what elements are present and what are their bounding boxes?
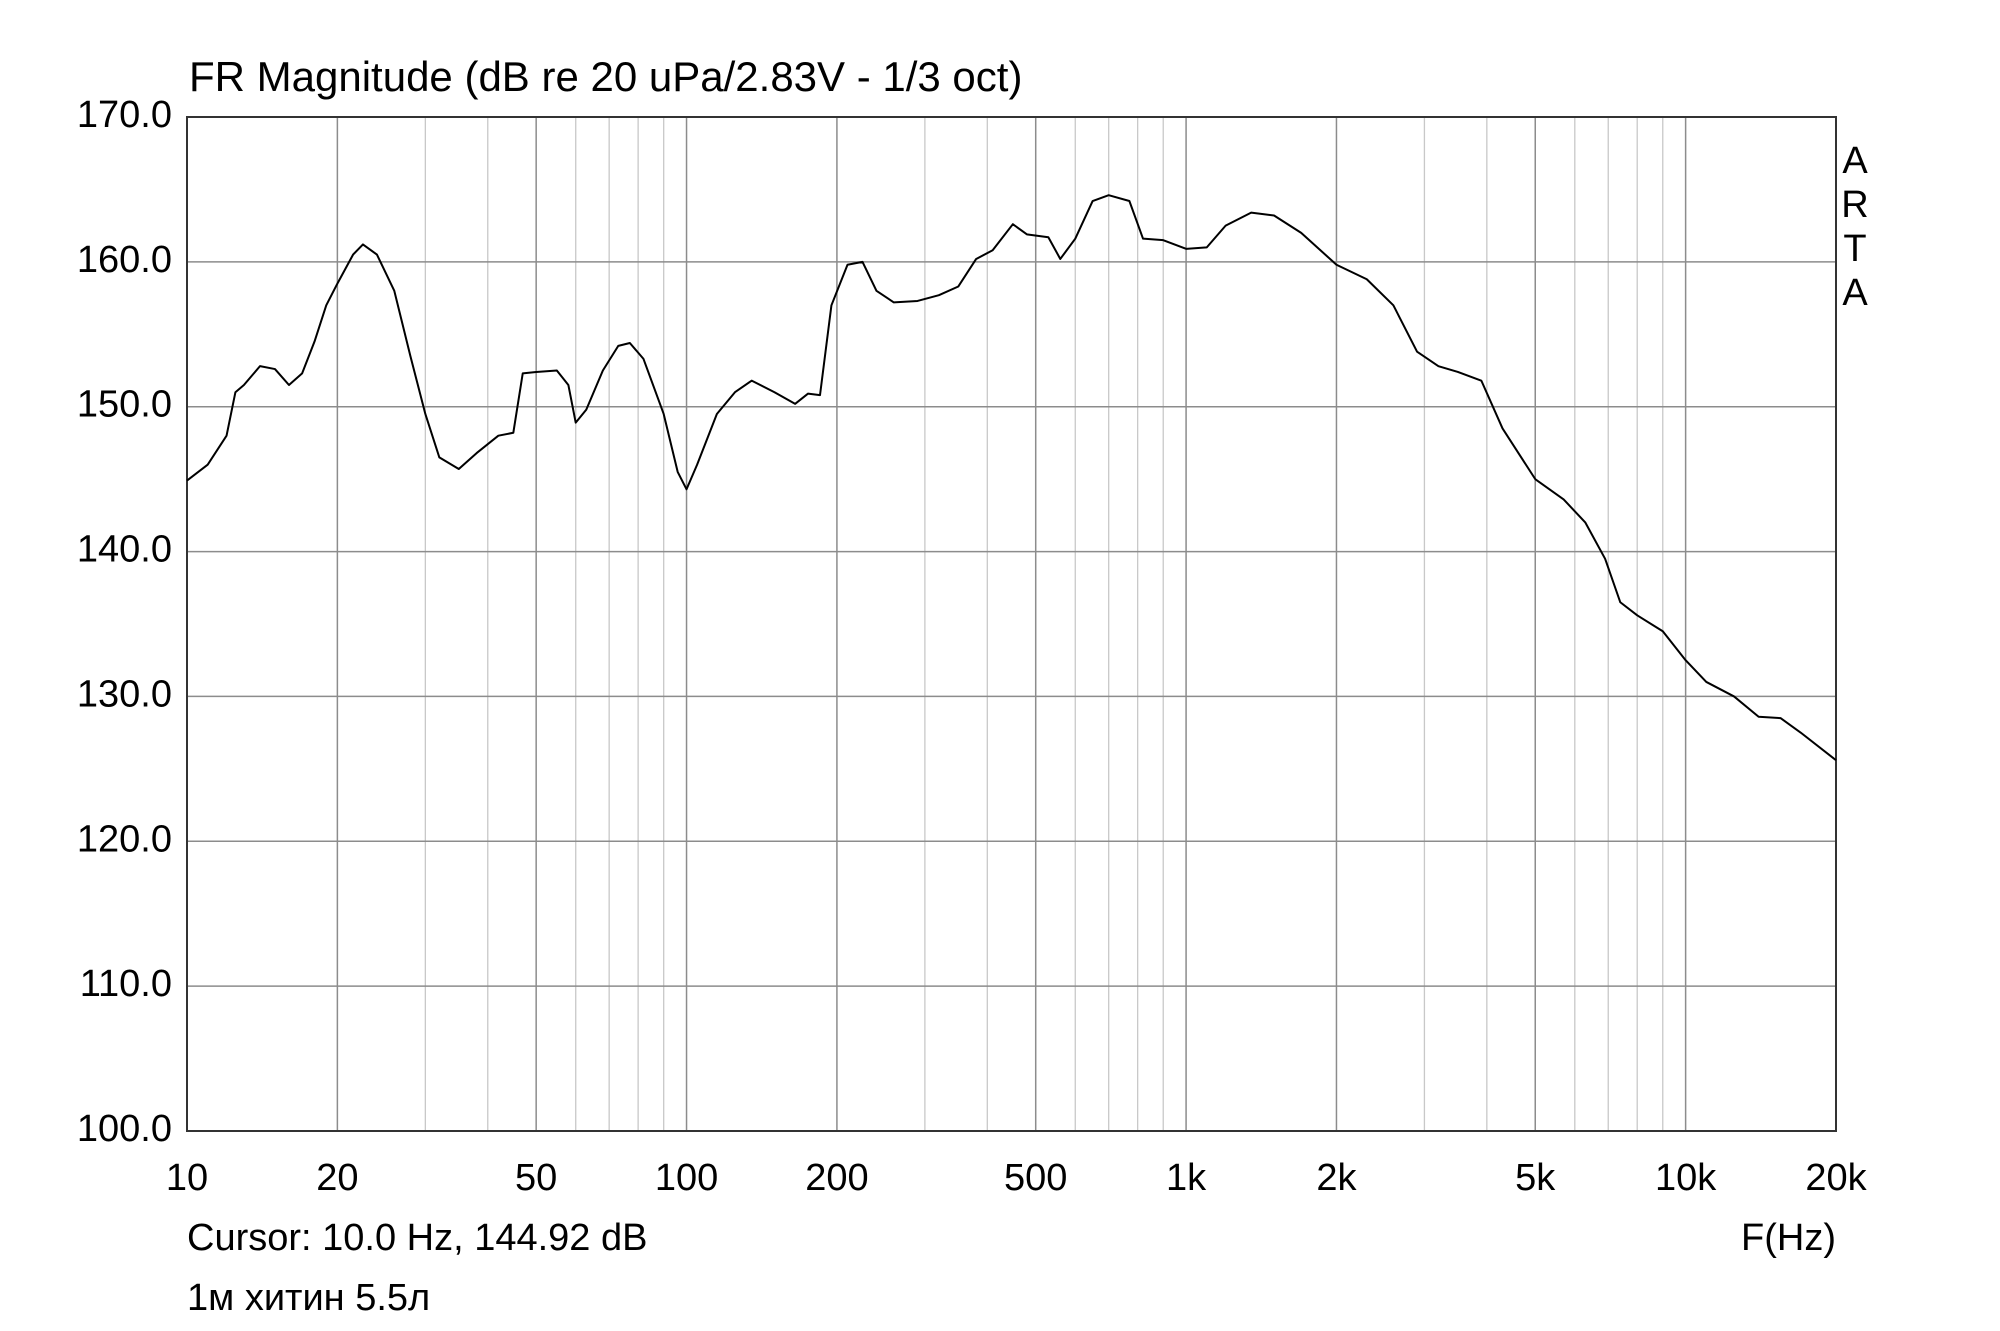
note: 1м хитин 5.5л	[187, 1277, 430, 1319]
x-tick-label: 10k	[1655, 1157, 1717, 1199]
x-tick-label: 1k	[1166, 1157, 1207, 1199]
x-tick-label: 20	[316, 1157, 358, 1199]
chart-title: FR Magnitude (dB re 20 uPa/2.83V - 1/3 o…	[189, 53, 1022, 100]
y-tick-label: 160.0	[77, 239, 172, 281]
x-tick-label: 20k	[1805, 1157, 1867, 1199]
x-tick-label: 5k	[1515, 1157, 1556, 1199]
y-tick-label: 150.0	[77, 384, 172, 426]
watermark: ARTA	[1834, 140, 1876, 316]
x-tick-label: 10	[166, 1157, 208, 1199]
x-axis-label: F(Hz)	[1741, 1217, 1836, 1259]
response-line	[186, 194, 1837, 761]
y-tick-label: 130.0	[77, 673, 172, 715]
x-tick-label: 50	[515, 1157, 557, 1199]
plot-frame	[186, 116, 1837, 1132]
y-tick-label: 170.0	[77, 94, 172, 136]
x-tick-label: 2k	[1316, 1157, 1357, 1199]
y-tick-label: 140.0	[77, 529, 172, 571]
y-tick-label: 110.0	[80, 963, 172, 1005]
cursor-readout: Cursor: 10.0 Hz, 144.92 dB	[187, 1217, 647, 1259]
x-tick-label: 500	[1004, 1157, 1067, 1199]
x-tick-label: 200	[805, 1157, 868, 1199]
y-tick-label: 100.0	[77, 1108, 172, 1150]
y-tick-label: 120.0	[77, 818, 172, 860]
x-tick-label: 100	[655, 1157, 718, 1199]
